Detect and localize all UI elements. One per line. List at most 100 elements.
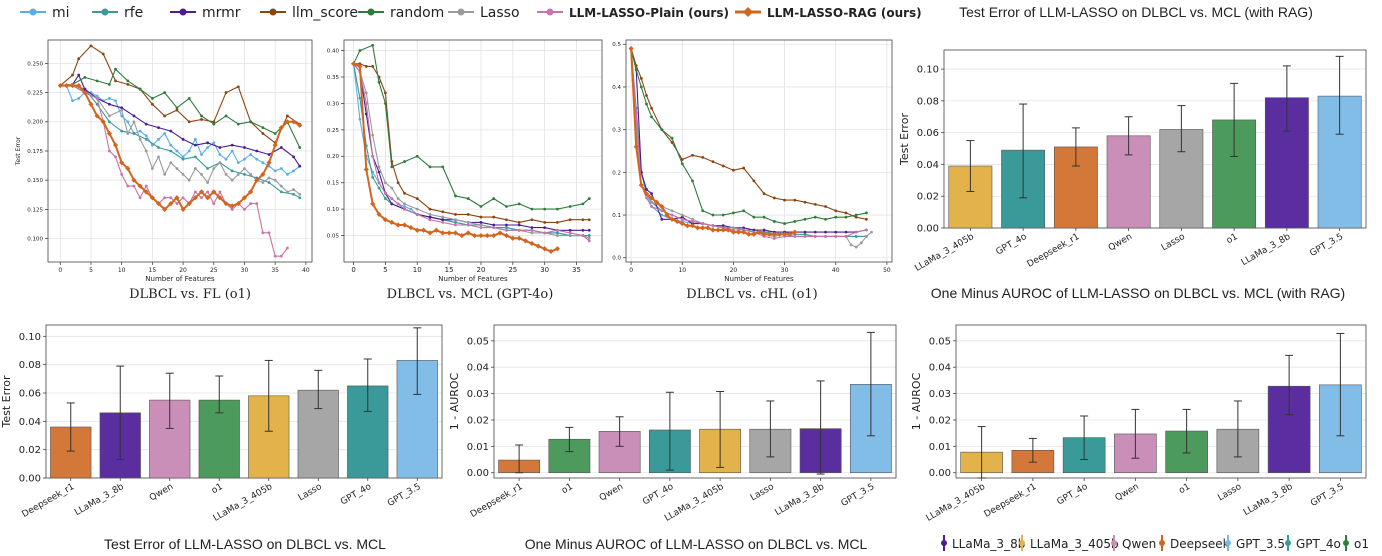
data-point: [428, 207, 432, 211]
data-point: [101, 52, 105, 56]
data-point: [441, 220, 445, 224]
data-point: [766, 231, 772, 237]
data-point: [126, 79, 130, 83]
data-point: [691, 220, 694, 223]
data-point: [556, 228, 559, 232]
xtick-label-5: 25: [508, 266, 517, 274]
data-point: [634, 68, 638, 72]
ytick-label-7: 0.40: [327, 48, 340, 54]
data-point: [163, 91, 167, 94]
data-point: [824, 234, 827, 238]
data-point: [803, 232, 807, 236]
data-point: [193, 143, 197, 147]
ytick-label-4: 0.08: [19, 360, 41, 371]
ytick-label-5: 0.10: [917, 65, 939, 76]
data-point: [771, 231, 777, 237]
data-point: [200, 114, 203, 118]
ytick-label-0: 0.05: [327, 233, 340, 239]
data-point: [650, 115, 653, 119]
data-point: [479, 223, 483, 227]
data-point: [824, 230, 827, 234]
xtick-label-7: GPT_3.5: [1309, 482, 1346, 509]
xtick-label-6: LLaMa_3_8b: [773, 482, 826, 518]
series-mi: [352, 62, 591, 237]
data-point: [377, 80, 381, 84]
data-point: [752, 179, 756, 183]
xtick-label-1: Deepseek_r1: [983, 482, 1039, 520]
data-point: [587, 228, 591, 232]
ytick-label-5: 0.05: [467, 336, 489, 347]
data-point: [187, 149, 191, 153]
data-point: [746, 231, 752, 237]
data-point: [679, 220, 685, 227]
data-point: [279, 184, 283, 188]
legend-bottom-marker-3: [1159, 540, 1165, 546]
series-mrmr: [58, 73, 302, 168]
data-point: [414, 227, 420, 233]
legend-marker-4: [367, 8, 375, 16]
series-lasso: [58, 83, 302, 196]
data-point: [408, 225, 414, 231]
series-llm-lasso-rag-ours-: [57, 82, 303, 213]
data-point: [255, 149, 259, 153]
data-point: [669, 216, 675, 222]
data-point: [535, 243, 541, 249]
data-point: [492, 223, 496, 227]
xtick-label-5: Lasso: [297, 482, 324, 504]
data-point: [377, 181, 381, 185]
data-point: [793, 234, 797, 238]
xtick-label-7: GPT_3.5: [386, 482, 423, 509]
data-point: [870, 230, 873, 234]
data-point: [854, 215, 858, 219]
legend-label-2: mrmr: [202, 5, 241, 21]
data-point: [298, 146, 302, 149]
data-point: [587, 236, 591, 240]
data-point: [243, 172, 246, 176]
data-point: [384, 91, 387, 95]
data-point: [543, 231, 547, 235]
series-llm-score: [629, 47, 868, 221]
data-point: [530, 207, 534, 211]
ytick-label-0: 0.0: [612, 256, 621, 262]
ytick-label-2: 0.2: [612, 170, 621, 176]
data-point: [236, 172, 240, 176]
data-point: [82, 89, 88, 96]
ytick-label-4: 0.04: [467, 363, 489, 374]
data-point: [568, 228, 572, 232]
data-point: [660, 209, 664, 213]
data-point: [639, 77, 643, 80]
data-point: [376, 211, 382, 218]
data-point: [138, 129, 142, 133]
ytick-label-3: 0.3: [612, 128, 621, 134]
data-point: [711, 224, 715, 228]
xtick-label-2: Qwen: [598, 482, 625, 504]
data-point: [793, 198, 797, 202]
xtick-label-7: GPT_3.5: [840, 482, 877, 509]
data-point: [454, 223, 457, 227]
data-point: [298, 164, 302, 168]
data-point: [144, 184, 148, 188]
data-point: [803, 234, 807, 238]
data-point: [530, 228, 534, 232]
data-point: [114, 67, 117, 71]
data-point: [691, 153, 694, 157]
data-point: [150, 97, 154, 100]
xtick-label-3: 30: [781, 267, 789, 274]
data-point: [157, 146, 160, 149]
data-point: [752, 215, 756, 219]
data-point: [581, 228, 585, 232]
data-point: [63, 82, 70, 89]
data-point: [711, 160, 715, 164]
xtick-label-3: o1: [210, 482, 225, 496]
data-point: [255, 157, 259, 161]
data-point: [212, 202, 216, 205]
data-point: [403, 160, 406, 163]
data-point: [187, 97, 191, 100]
data-point: [249, 153, 253, 156]
data-point: [371, 133, 375, 137]
xtick-label-8: 40: [302, 267, 310, 274]
xtick-label-5: Lasso: [1216, 482, 1243, 504]
data-point: [206, 181, 210, 184]
plot-frame: [493, 324, 897, 479]
data-point: [645, 102, 648, 106]
